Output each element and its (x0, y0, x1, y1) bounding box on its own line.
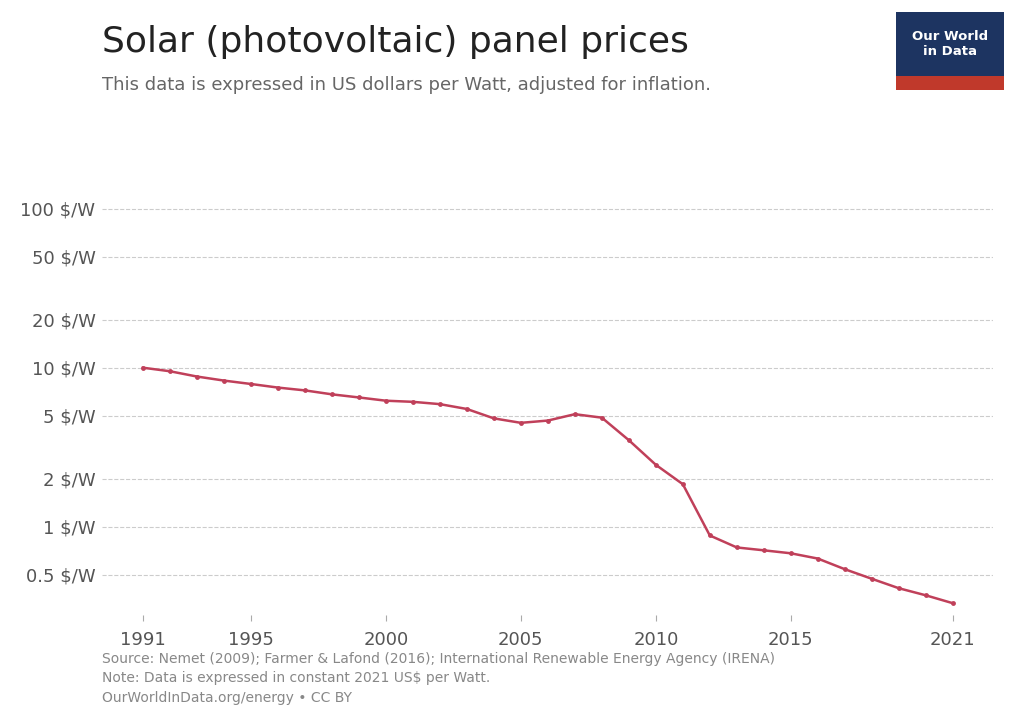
Text: Source: Nemet (2009); Farmer & Lafond (2016); International Renewable Energy Age: Source: Nemet (2009); Farmer & Lafond (2… (102, 652, 775, 705)
Bar (896, 12, 1004, 77)
Text: This data is expressed in US dollars per Watt, adjusted for inflation.: This data is expressed in US dollars per… (102, 76, 712, 94)
Text: Solar (photovoltaic) panel prices: Solar (photovoltaic) panel prices (102, 25, 689, 59)
Text: Our World
in Data: Our World in Data (911, 30, 988, 58)
Bar (896, 77, 1004, 90)
